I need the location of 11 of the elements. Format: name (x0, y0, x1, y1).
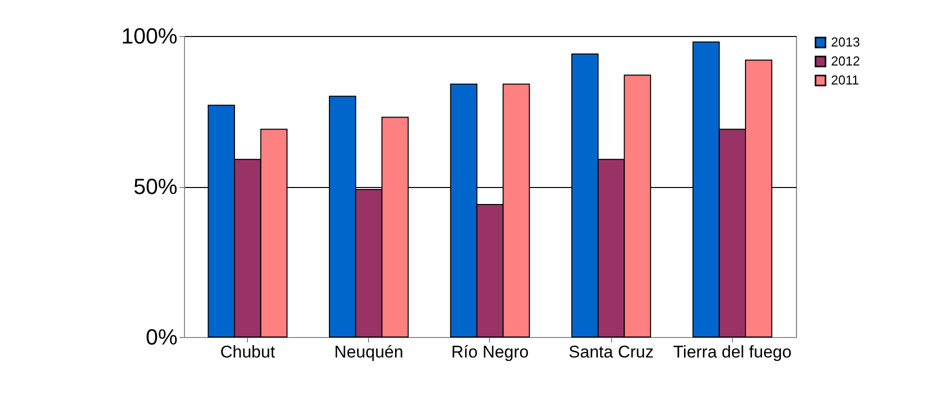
x-tick-label: Santa Cruz (568, 342, 654, 362)
x-tick-label: Chubut (220, 342, 276, 362)
legend-label: 2011 (831, 72, 859, 88)
x-tick-label: Neuquén (334, 342, 404, 362)
y-tick-label: 50% (133, 174, 178, 199)
x-tick-label: Río Negro (451, 342, 529, 362)
y-tick-label: 0% (146, 324, 178, 350)
x-tick-label: Tierra del fuego (673, 342, 792, 362)
legend-label: 2012 (831, 54, 860, 68)
legend-label: 2013 (831, 34, 860, 50)
y-tick-label: 100% (121, 24, 178, 48)
